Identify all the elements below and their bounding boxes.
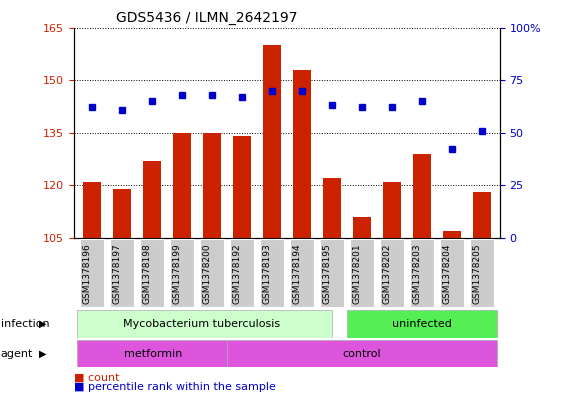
FancyBboxPatch shape [290,239,314,307]
FancyBboxPatch shape [470,239,494,307]
Text: GSM1378201: GSM1378201 [353,243,362,304]
FancyBboxPatch shape [140,239,164,307]
Text: ■ percentile rank within the sample: ■ percentile rank within the sample [74,382,275,392]
Bar [77,340,227,367]
Text: ■ count: ■ count [74,372,119,382]
Bar [227,340,497,367]
Text: uninfected: uninfected [392,319,452,329]
Bar [473,192,491,238]
Text: metformin: metformin [124,349,182,359]
Text: ▶: ▶ [39,349,46,359]
Text: GSM1378200: GSM1378200 [203,243,212,304]
FancyBboxPatch shape [230,239,254,307]
FancyBboxPatch shape [110,239,134,307]
Text: GSM1378193: GSM1378193 [263,243,272,304]
Bar [173,132,191,238]
FancyBboxPatch shape [350,239,374,307]
Text: GSM1378205: GSM1378205 [473,243,482,304]
Text: Mycobacterium tuberculosis: Mycobacterium tuberculosis [123,319,280,329]
FancyBboxPatch shape [200,239,224,307]
Bar [77,310,332,338]
Text: GSM1378195: GSM1378195 [323,243,332,304]
Text: GSM1378204: GSM1378204 [443,243,452,304]
FancyBboxPatch shape [380,239,404,307]
Bar [83,182,101,238]
Text: control: control [343,349,381,359]
Bar [383,182,401,238]
Bar [263,45,281,238]
Text: GSM1378194: GSM1378194 [293,243,302,304]
Bar [353,217,371,238]
Bar [113,189,131,238]
Bar [347,310,497,338]
Text: GSM1378198: GSM1378198 [143,243,152,304]
FancyBboxPatch shape [170,239,194,307]
Text: GSM1378192: GSM1378192 [233,243,242,304]
Text: agent: agent [1,349,33,359]
FancyBboxPatch shape [320,239,344,307]
Bar [293,70,311,238]
Text: GSM1378203: GSM1378203 [413,243,422,304]
Text: infection: infection [1,319,49,329]
FancyBboxPatch shape [410,239,434,307]
Bar [323,178,341,238]
Text: GSM1378199: GSM1378199 [173,243,182,304]
Text: GSM1378202: GSM1378202 [383,243,392,304]
FancyBboxPatch shape [80,239,104,307]
Bar [413,154,431,238]
Bar [143,161,161,238]
FancyBboxPatch shape [440,239,464,307]
Text: GDS5436 / ILMN_2642197: GDS5436 / ILMN_2642197 [116,11,298,25]
Text: GSM1378196: GSM1378196 [83,243,92,304]
FancyBboxPatch shape [260,239,284,307]
Bar [443,231,461,238]
Text: ▶: ▶ [39,319,46,329]
Bar [203,132,221,238]
Bar [233,136,251,238]
Text: GSM1378197: GSM1378197 [113,243,122,304]
